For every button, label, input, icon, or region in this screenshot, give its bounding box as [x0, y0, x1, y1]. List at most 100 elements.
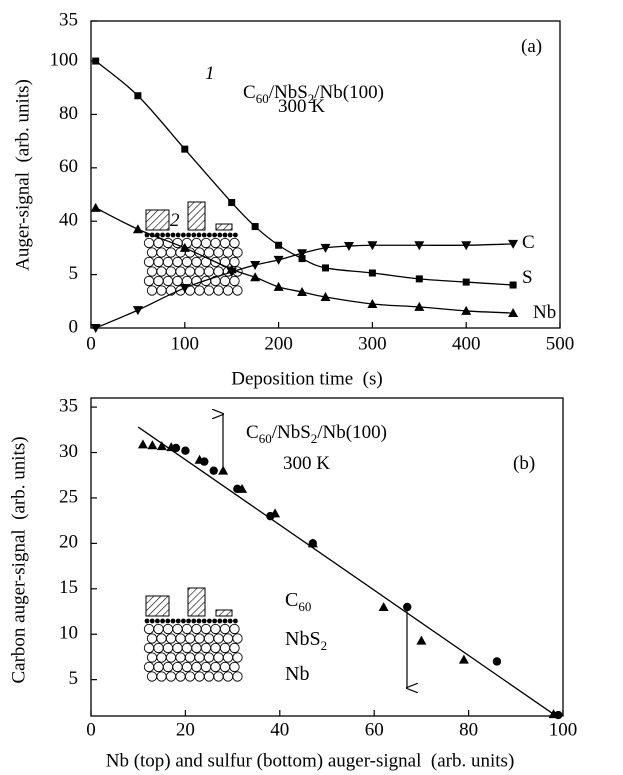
y-tick-label: 100: [50, 49, 79, 70]
sulfur-dot: [186, 232, 192, 238]
square-marker: [251, 223, 259, 231]
sulfur-dot: [207, 232, 212, 238]
sulfur-dot: [233, 232, 238, 238]
curve-label: C: [522, 232, 535, 253]
nb-atom: [229, 623, 240, 635]
triangle-marker: [461, 241, 472, 251]
nb-atom: [194, 671, 205, 682]
circle-marker: [200, 457, 209, 466]
nb-atom: [213, 652, 224, 663]
triangle-marker: [414, 241, 425, 251]
nb-atom: [156, 652, 167, 663]
x-tick-label: 0: [86, 333, 96, 354]
nb-atom: [175, 266, 186, 277]
nb-atom: [175, 633, 186, 644]
sulfur-dot: [191, 232, 197, 238]
triangle-marker: [367, 241, 378, 251]
circle-marker: [308, 539, 318, 548]
triangle-marker: [297, 249, 308, 259]
triangle-marker: [179, 242, 190, 252]
sulfur-dot: [212, 232, 218, 238]
nb-atom: [156, 285, 167, 296]
circle-marker: [266, 511, 275, 521]
y-tick-label: 5: [69, 263, 79, 284]
sample-label: C60/NbS2/Nb(100): [243, 82, 384, 106]
nb-atom: [165, 652, 177, 663]
square-marker: [181, 145, 189, 153]
subscript: 60: [298, 599, 311, 614]
c60-island: [215, 609, 233, 617]
y-tick-label: 35: [59, 9, 78, 30]
nb-atom: [222, 285, 234, 296]
nb-atom: [210, 642, 221, 654]
x-tick-label: 60: [365, 719, 384, 740]
subscript: 60: [259, 431, 272, 446]
nb-atom: [203, 671, 215, 682]
nb-atom: [191, 256, 202, 268]
sulfur-dot: [201, 232, 207, 238]
c60-island: [145, 209, 170, 231]
triangle-marker: [416, 635, 427, 645]
triangle-marker: [458, 654, 469, 664]
square-marker: [415, 275, 423, 283]
sulfur-dot: [160, 618, 166, 624]
y-tick-label: 10: [59, 623, 78, 644]
circle-marker: [554, 710, 563, 720]
nb-atom: [203, 652, 215, 663]
nb-atom: [213, 671, 224, 682]
nb-atom: [200, 237, 212, 249]
panel-label: (b): [513, 453, 535, 474]
plot-frame: [90, 20, 561, 329]
nb-atom: [181, 661, 193, 673]
sulfur-dot: [181, 618, 186, 624]
nb-atom: [229, 661, 240, 673]
nb-atom: [194, 633, 205, 644]
triangle-marker: [320, 243, 331, 253]
nb-atom: [143, 256, 155, 268]
nb-atom: [162, 275, 174, 287]
triangle-marker: [156, 441, 167, 451]
circle-marker: [209, 466, 218, 475]
nb-atom: [203, 285, 215, 296]
nb-atom: [232, 671, 243, 682]
sulfur-dot: [233, 618, 238, 624]
sulfur-dot: [170, 618, 176, 624]
nb-atom: [153, 661, 164, 673]
c60-island: [187, 201, 206, 231]
nb-atom: [153, 275, 164, 287]
nb-atom: [219, 237, 231, 249]
text-part: /NbS: [272, 422, 311, 443]
nb-atom: [172, 661, 183, 673]
square-marker: [368, 269, 376, 277]
triangle-marker: [508, 239, 519, 249]
nb-atom: [194, 285, 205, 296]
nb-atom: [232, 633, 243, 644]
triangle-marker: [250, 260, 261, 270]
plot-frame: [90, 397, 564, 717]
sulfur-dot: [201, 618, 207, 624]
nb-atom: [156, 266, 167, 277]
nb-atom: [229, 256, 240, 268]
nb-atom: [153, 642, 164, 654]
nb-atom: [181, 256, 193, 268]
circle-marker: [233, 484, 242, 494]
c60-island: [187, 587, 206, 617]
nb-atom: [213, 633, 224, 644]
circle-marker: [492, 657, 502, 666]
nb-atom: [219, 623, 231, 635]
y-axis-label: Carbon auger-signal (arb. units): [8, 436, 29, 683]
square-marker: [462, 278, 470, 286]
subscript: 2: [308, 91, 315, 106]
triangle-marker: [297, 286, 308, 296]
nb-atom: [181, 623, 193, 635]
nb-atom: [146, 671, 158, 682]
sulfur-dot: [144, 618, 150, 624]
sulfur-dot: [191, 618, 197, 624]
y-tick-label: 5: [69, 668, 79, 689]
sulfur-dot: [196, 618, 202, 624]
triangle-marker: [226, 267, 237, 277]
nb-atom: [162, 256, 174, 268]
nb-atom: [146, 266, 158, 277]
nb-atom: [175, 652, 186, 663]
